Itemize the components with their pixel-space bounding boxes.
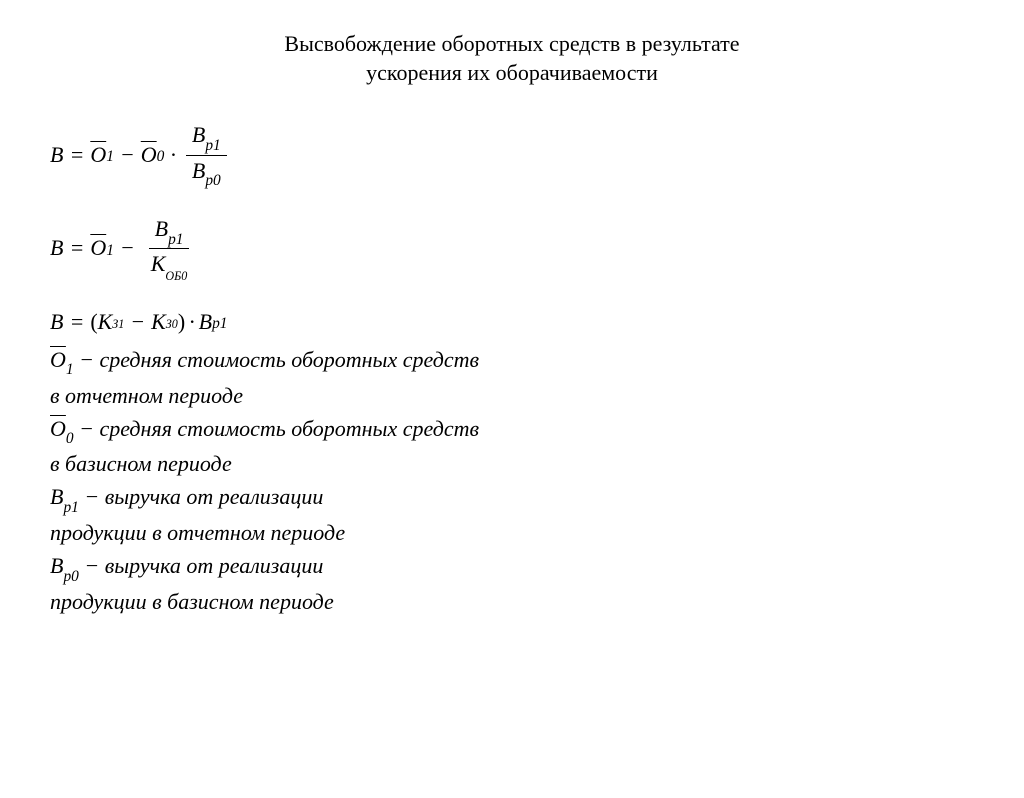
f2-O1: О [90, 235, 106, 261]
f1-O0: О [141, 142, 157, 168]
f2-frac-num: Вр1 [149, 216, 190, 249]
f3-minus: − [130, 309, 145, 335]
title-line1: Высвобождение оборотных средств в резуль… [284, 31, 739, 56]
f3-Bp: В [199, 309, 212, 335]
formula-2: В = О1 − Вр1 КОБ0 [50, 216, 1024, 281]
f2-fn-var: В [155, 216, 168, 241]
d1-sym: О [50, 347, 66, 372]
formula-1: В = О1 − О0 · Вр1 Вр0 [50, 122, 1024, 188]
def-Bp0: Вр0 − выручка от реализации [50, 551, 1024, 585]
f3-Bpsub: р1 [212, 315, 227, 333]
f3-dot: · [189, 309, 195, 335]
f2-eq: = [69, 235, 84, 261]
d4-sym: В [50, 553, 63, 578]
d1-sub: 1 [66, 361, 74, 378]
f1-fd-var: В [192, 158, 205, 183]
f1-O1sub: 1 [106, 148, 114, 166]
d4-sub: р0 [63, 568, 78, 585]
definitions: О1 − средняя стоимость оборотных средств… [50, 345, 1024, 618]
def-O1: О1 − средняя стоимость оборотных средств [50, 345, 1024, 379]
f1-frac-den: Вр0 [186, 156, 227, 188]
f1-O1: О [90, 142, 106, 168]
d2-sub: 0 [66, 430, 74, 447]
page-title: Высвобождение оборотных средств в резуль… [130, 30, 894, 87]
f2-fd-var: К [151, 251, 166, 276]
d4-text1: − выручка от реализации [79, 553, 324, 578]
f3-open: ( [90, 309, 97, 335]
f3-K1sub: З1 [112, 317, 124, 332]
f1-fn-var: В [192, 122, 205, 147]
def-Bp1: Вр1 − выручка от реализации [50, 482, 1024, 516]
d3-sym: В [50, 484, 63, 509]
f1-dot: · [170, 142, 176, 168]
f3-lhs: В [50, 309, 63, 335]
f1-fn-sub: р1 [205, 137, 220, 154]
f1-minus: − [120, 142, 135, 168]
f1-eq: = [69, 142, 84, 168]
f1-fd-sub: р0 [205, 172, 220, 189]
f3-eq: = [69, 309, 84, 335]
d2-text1: − средняя стоимость оборотных средств [74, 416, 479, 441]
f3-K1: К [98, 309, 113, 335]
f2-minus: − [120, 235, 135, 261]
f1-fraction: Вр1 Вр0 [186, 122, 227, 188]
f2-lhs: В [50, 235, 63, 261]
f3-close: ) [178, 309, 185, 335]
f2-fd-sub: ОБ0 [165, 269, 187, 283]
f1-lhs: В [50, 142, 63, 168]
def-Bp0-cont: продукции в базисном периоде [50, 587, 1024, 618]
d3-sub: р1 [63, 499, 78, 516]
def-Bp1-cont: продукции в отчетном периоде [50, 518, 1024, 549]
title-line2: ускорения их оборачиваемости [366, 60, 658, 85]
def-O0-cont: в базисном периоде [50, 449, 1024, 480]
f3-K0: К [151, 309, 166, 335]
d1-text1: − средняя стоимость оборотных средств [74, 347, 479, 372]
f1-O0sub: 0 [157, 148, 165, 166]
f2-frac-den: КОБ0 [145, 249, 194, 280]
f1-frac-num: Вр1 [186, 122, 227, 155]
def-O0: О0 − средняя стоимость оборотных средств [50, 414, 1024, 448]
d2-sym: О [50, 416, 66, 441]
f2-fn-sub: р1 [168, 231, 183, 248]
f2-O1sub: 1 [106, 242, 114, 260]
content-area: В = О1 − О0 · Вр1 Вр0 В = О1 − Вр1 КОБ0 [50, 122, 1024, 618]
f3-K0sub: З0 [166, 317, 178, 332]
formula-3: В = ( КЗ1 − КЗ0 ) · Вр1 [50, 309, 1024, 335]
def-O1-cont: в отчетном периоде [50, 381, 1024, 412]
d3-text1: − выручка от реализации [79, 484, 324, 509]
f2-fraction: Вр1 КОБ0 [145, 216, 194, 281]
